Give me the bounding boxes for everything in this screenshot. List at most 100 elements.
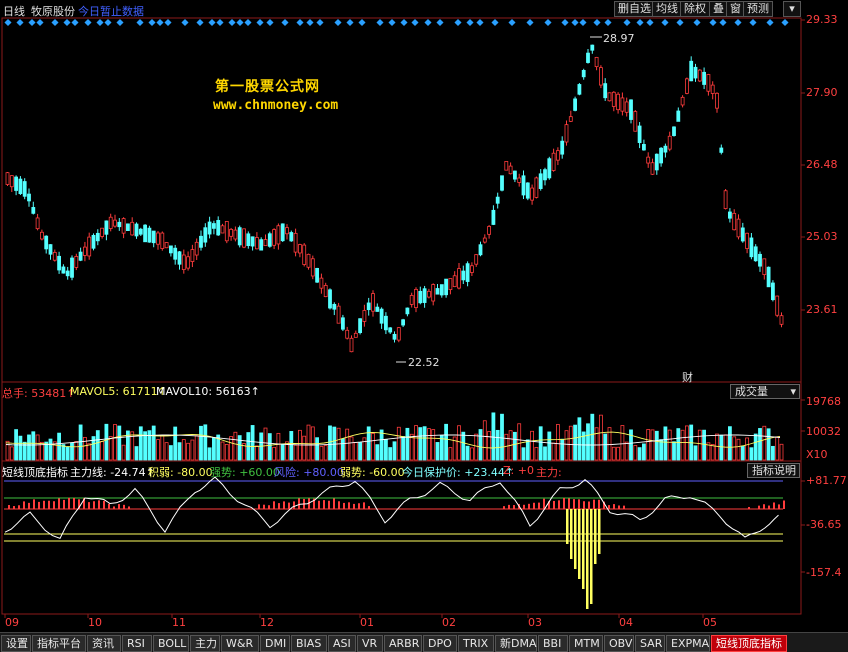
volume-bar xyxy=(203,424,208,461)
tab-14[interactable]: 新DMA xyxy=(495,635,537,652)
moving-average-button[interactable]: 均线 xyxy=(652,1,682,17)
signal-diamond xyxy=(491,18,499,27)
time-axis-label: 01 xyxy=(360,616,374,629)
signal-diamond xyxy=(228,18,236,27)
candle xyxy=(732,212,737,231)
tab-20[interactable]: 短线顶底指标 xyxy=(711,635,787,652)
delete-favorite-button[interactable]: 删自选 xyxy=(614,1,655,17)
volume-bar xyxy=(332,426,337,461)
candle xyxy=(285,227,289,235)
mavol5-line xyxy=(5,431,781,449)
stock-chart[interactable] xyxy=(0,0,848,632)
volume-bar xyxy=(616,446,620,461)
candle xyxy=(297,244,302,254)
candle xyxy=(194,241,199,256)
volume-bar xyxy=(642,443,646,461)
tab-17[interactable]: OBV xyxy=(604,635,634,652)
volume-bar xyxy=(177,442,182,461)
forecast-button[interactable]: 预测 xyxy=(743,1,773,17)
main-force-bar xyxy=(593,499,595,509)
signal-diamond xyxy=(636,18,644,27)
tab-6[interactable]: W&R xyxy=(221,635,259,652)
volume-bar xyxy=(766,428,771,461)
signal-diamond xyxy=(593,18,601,27)
candle xyxy=(276,225,281,245)
volume-bar xyxy=(186,442,191,461)
tab-15[interactable]: BBI xyxy=(538,635,568,652)
candle xyxy=(353,332,358,338)
tab-18[interactable]: SAR xyxy=(635,635,665,652)
stock-name: 牧原股份 xyxy=(31,5,75,18)
time-axis-label: 04 xyxy=(619,616,633,629)
main-force-bar xyxy=(93,501,95,509)
main-force-bar xyxy=(308,498,310,509)
volume-bar xyxy=(224,444,229,461)
indicator-select[interactable]: 成交量 ▾ xyxy=(730,384,800,399)
volume-bar xyxy=(285,441,289,461)
main-force-bar xyxy=(58,498,60,509)
chevron-down-icon: ▾ xyxy=(790,385,796,398)
volume-bar xyxy=(383,439,388,461)
tab-12[interactable]: DPO xyxy=(423,635,457,652)
main-force-bar xyxy=(118,504,120,509)
candle xyxy=(168,245,173,254)
candle xyxy=(78,251,83,261)
indicator-help-button[interactable]: 指标说明 xyxy=(747,463,800,478)
candle xyxy=(469,265,474,273)
tab-8[interactable]: BIAS xyxy=(291,635,327,652)
candle xyxy=(61,266,66,274)
main-force-bar xyxy=(78,499,80,509)
period-label[interactable]: 日线 xyxy=(3,5,25,18)
candle xyxy=(771,282,775,301)
tab-9[interactable]: ASI xyxy=(328,635,356,652)
volume-bar xyxy=(31,431,36,461)
tab-7[interactable]: DMI xyxy=(260,635,290,652)
volume-bar xyxy=(267,433,272,461)
tab-16[interactable]: MTM xyxy=(569,635,603,652)
finance-note[interactable]: 财 xyxy=(682,371,693,384)
main-force-bar xyxy=(338,501,340,509)
volume-bar xyxy=(233,431,238,461)
volume-bar xyxy=(27,434,31,461)
tab-1[interactable]: 指标平台 xyxy=(32,635,86,652)
main-force-bar xyxy=(278,503,280,509)
tab-3[interactable]: RSI xyxy=(122,635,152,652)
menu-chevron-icon[interactable]: ▾ xyxy=(783,1,801,17)
tab-13[interactable]: TRIX xyxy=(458,635,494,652)
volume-bar xyxy=(65,446,70,461)
candle xyxy=(366,302,371,311)
volume-bar xyxy=(78,424,83,461)
tab-4[interactable]: BOLL xyxy=(153,635,189,652)
volume-bar xyxy=(199,425,203,461)
candle xyxy=(229,228,234,237)
candle xyxy=(190,249,195,262)
candle xyxy=(310,258,315,277)
candle xyxy=(336,305,341,324)
candle xyxy=(642,144,646,151)
candle xyxy=(40,231,44,240)
volume-bar xyxy=(48,438,53,461)
tab-19[interactable]: EXPMA xyxy=(666,635,710,652)
tab-10[interactable]: VR xyxy=(357,635,383,652)
volume-bar xyxy=(22,441,27,461)
main-force-bar xyxy=(363,502,365,509)
volume-bar xyxy=(710,444,715,461)
candle xyxy=(629,99,633,120)
candle xyxy=(740,227,745,242)
volume-bar xyxy=(465,445,470,461)
signal-diamond xyxy=(676,18,684,27)
volume-bar xyxy=(375,444,380,461)
price-panel-frame xyxy=(1,17,802,383)
tab-5[interactable]: 主力 xyxy=(190,635,220,652)
tab-11[interactable]: ARBR xyxy=(384,635,422,652)
main-force-bar xyxy=(513,505,515,509)
candle xyxy=(654,153,659,171)
tab-0[interactable]: 设置 xyxy=(1,635,31,652)
main-force-bar xyxy=(108,503,110,509)
volume-bar xyxy=(9,446,14,461)
main-force-bar xyxy=(83,498,85,509)
volume-bar xyxy=(405,427,410,461)
volume-bar xyxy=(637,447,642,461)
volume-bar xyxy=(439,435,444,461)
tab-2[interactable]: 资讯 xyxy=(87,635,121,652)
